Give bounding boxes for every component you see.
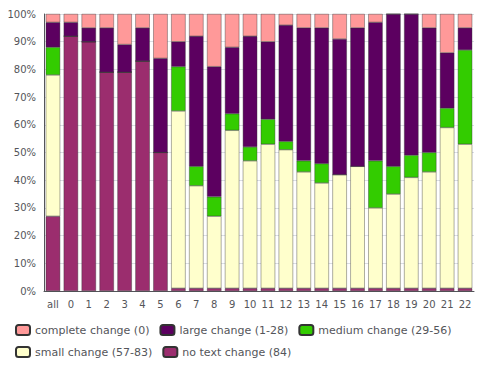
svg-text:10: 10	[244, 299, 257, 310]
svg-text:18: 18	[387, 299, 400, 310]
svg-text:22: 22	[459, 299, 472, 310]
svg-text:small change (57-83): small change (57-83)	[35, 346, 152, 359]
svg-text:50%: 50%	[14, 147, 36, 158]
svg-text:4: 4	[139, 299, 145, 310]
svg-text:60%: 60%	[14, 119, 36, 130]
svg-text:90%: 90%	[14, 36, 36, 47]
svg-text:11: 11	[262, 299, 275, 310]
svg-text:30%: 30%	[14, 202, 36, 213]
svg-text:medium change (29-56): medium change (29-56)	[318, 324, 451, 337]
svg-text:5: 5	[157, 299, 163, 310]
svg-text:0: 0	[68, 299, 74, 310]
svg-text:10%: 10%	[14, 258, 36, 269]
svg-text:17: 17	[369, 299, 382, 310]
svg-text:70%: 70%	[14, 92, 36, 103]
svg-text:15: 15	[333, 299, 346, 310]
svg-text:1: 1	[86, 299, 92, 310]
svg-text:no text change (84): no text change (84)	[182, 346, 291, 359]
svg-text:complete change (0): complete change (0)	[35, 324, 149, 337]
svg-text:large change (1-28): large change (1-28)	[179, 324, 288, 337]
svg-text:all: all	[47, 299, 59, 310]
svg-text:40%: 40%	[14, 175, 36, 186]
svg-text:20%: 20%	[14, 230, 36, 241]
svg-text:9: 9	[229, 299, 235, 310]
svg-text:6: 6	[175, 299, 181, 310]
svg-text:20: 20	[423, 299, 436, 310]
svg-text:100%: 100%	[7, 9, 36, 20]
svg-text:19: 19	[405, 299, 418, 310]
svg-text:13: 13	[297, 299, 310, 310]
svg-text:3: 3	[121, 299, 127, 310]
svg-text:0%: 0%	[20, 286, 36, 297]
svg-text:16: 16	[351, 299, 364, 310]
svg-text:8: 8	[211, 299, 217, 310]
svg-text:21: 21	[441, 299, 454, 310]
svg-text:14: 14	[315, 299, 328, 310]
svg-text:7: 7	[193, 299, 199, 310]
svg-text:80%: 80%	[14, 64, 36, 75]
svg-text:2: 2	[104, 299, 110, 310]
svg-text:12: 12	[280, 299, 293, 310]
